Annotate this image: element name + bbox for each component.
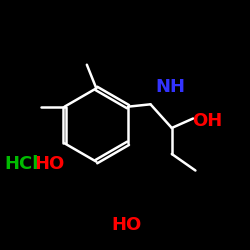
Text: NH: NH xyxy=(156,78,186,96)
Text: HO: HO xyxy=(112,216,142,234)
Text: HCl: HCl xyxy=(4,155,38,173)
Text: HO: HO xyxy=(34,155,64,173)
Text: OH: OH xyxy=(192,112,222,130)
